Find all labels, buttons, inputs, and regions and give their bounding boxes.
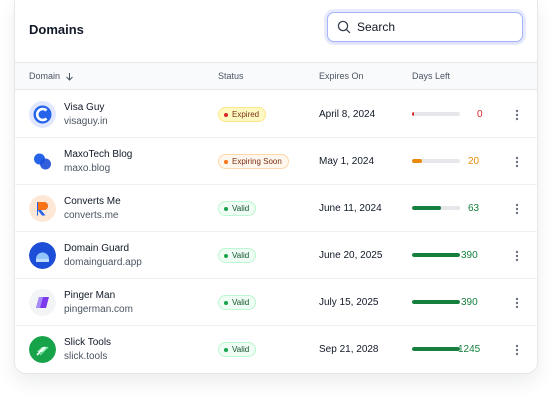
table-row[interactable]: Converts Me converts.me Valid June 11, 2024…: [15, 185, 537, 232]
status-dot: [224, 112, 228, 117]
days-left-bar-fill: [412, 206, 441, 210]
expires-date: July 15, 2025: [319, 297, 379, 308]
more-options-icon[interactable]: [509, 153, 525, 171]
domain-url: visaguy.in: [64, 116, 108, 127]
pinger-man-logo-icon: [29, 289, 56, 316]
expires-date: Sep 21, 2028: [319, 344, 379, 355]
status-label: Valid: [232, 298, 250, 307]
days-left-bar: [412, 347, 460, 351]
domain-name[interactable]: Domain Guard: [64, 243, 130, 254]
status-label: Expiring Soon: [232, 157, 282, 166]
status-dot: [224, 253, 228, 258]
days-left-value: 390: [461, 250, 478, 261]
domain-url: domainguard.app: [64, 257, 142, 268]
search-input[interactable]: [357, 20, 507, 34]
days-left-bar: [412, 253, 460, 257]
more-options-icon[interactable]: [509, 106, 525, 124]
column-days-left: Days Left: [412, 71, 451, 81]
days-left-value: 390: [461, 297, 478, 308]
domain-url: maxo.blog: [64, 163, 111, 174]
expires-date: June 20, 2025: [319, 250, 383, 261]
table-row[interactable]: Slick Tools slick.tools Valid Sep 21, 2028 1…: [15, 326, 537, 373]
domain-name[interactable]: MaxoTech Blog: [64, 149, 133, 160]
column-expires: Expires On: [319, 71, 364, 81]
domain-name[interactable]: Pinger Man: [64, 290, 116, 301]
days-left-value: 20: [468, 156, 480, 167]
status-label: Expired: [232, 110, 260, 119]
days-left-bar-fill: [412, 347, 460, 351]
status-dot: [224, 206, 228, 211]
domain-url: slick.tools: [64, 351, 108, 362]
days-left-bar-fill: [412, 159, 422, 163]
column-domain-label: Domain: [29, 71, 61, 81]
more-options-icon[interactable]: [509, 294, 525, 312]
status-label: Valid: [232, 204, 250, 213]
domain-name[interactable]: Slick Tools: [64, 337, 112, 348]
table-header: Domain Status Expires On Days Left: [15, 62, 537, 90]
table-row[interactable]: MaxoTech Blog maxo.blog Expiring Soon May 1…: [15, 138, 537, 185]
card-header: Domains: [15, 0, 537, 62]
days-left-value: 0: [477, 109, 483, 120]
days-left-bar-fill: [412, 300, 460, 304]
days-left-bar-fill: [412, 253, 460, 257]
column-status: Status: [218, 71, 244, 81]
status-badge: Valid: [218, 295, 257, 310]
domain-url: converts.me: [64, 210, 119, 221]
status-badge: Valid: [218, 342, 257, 357]
status-dot: [224, 159, 228, 164]
expires-date: May 1, 2024: [319, 156, 375, 167]
expires-date: June 11, 2024: [319, 203, 382, 214]
status-badge: Valid: [218, 201, 257, 216]
domain-name[interactable]: Converts Me: [64, 196, 121, 207]
domain-name[interactable]: Visa Guy: [64, 102, 105, 113]
status-badge: Valid: [218, 248, 257, 263]
slick-tools-logo-icon: [29, 336, 56, 363]
days-left-bar-fill: [412, 112, 414, 116]
more-options-icon[interactable]: [509, 341, 525, 359]
converts-me-logo-icon: [29, 195, 56, 222]
status-badge: Expiring Soon: [218, 154, 289, 169]
table-row[interactable]: Domain Guard domainguard.app Valid June 20,…: [15, 232, 537, 279]
page-title: Domains: [29, 22, 84, 37]
status-label: Valid: [232, 345, 250, 354]
search-box[interactable]: [327, 12, 523, 42]
days-left-bar: [412, 206, 460, 210]
more-options-icon[interactable]: [509, 247, 525, 265]
maxotech-logo-icon: [29, 148, 56, 175]
column-domain[interactable]: Domain: [29, 71, 74, 81]
table-row[interactable]: Visa Guy visaguy.in Expired April 8, 2024 0: [15, 91, 537, 138]
more-options-icon[interactable]: [509, 200, 525, 218]
days-left-bar: [412, 300, 460, 304]
domain-url: pingerman.com: [64, 304, 133, 315]
days-left-bar: [412, 112, 460, 116]
domain-guard-logo-icon: [29, 242, 56, 269]
search-icon: [337, 20, 351, 34]
arrow-down-icon[interactable]: [65, 72, 74, 81]
status-dot: [224, 347, 228, 352]
expires-date: April 8, 2024: [319, 109, 376, 120]
visa-guy-logo-icon: [29, 101, 56, 128]
domains-card: Domains Domain Status Expires On Days Le…: [14, 0, 538, 374]
status-badge: Expired: [218, 107, 267, 122]
status-label: Valid: [232, 251, 250, 260]
days-left-value: 1245: [458, 344, 481, 355]
table-row[interactable]: Pinger Man pingerman.com Valid July 15, 202…: [15, 279, 537, 326]
days-left-bar: [412, 159, 460, 163]
days-left-value: 63: [468, 203, 480, 214]
status-dot: [224, 300, 228, 305]
